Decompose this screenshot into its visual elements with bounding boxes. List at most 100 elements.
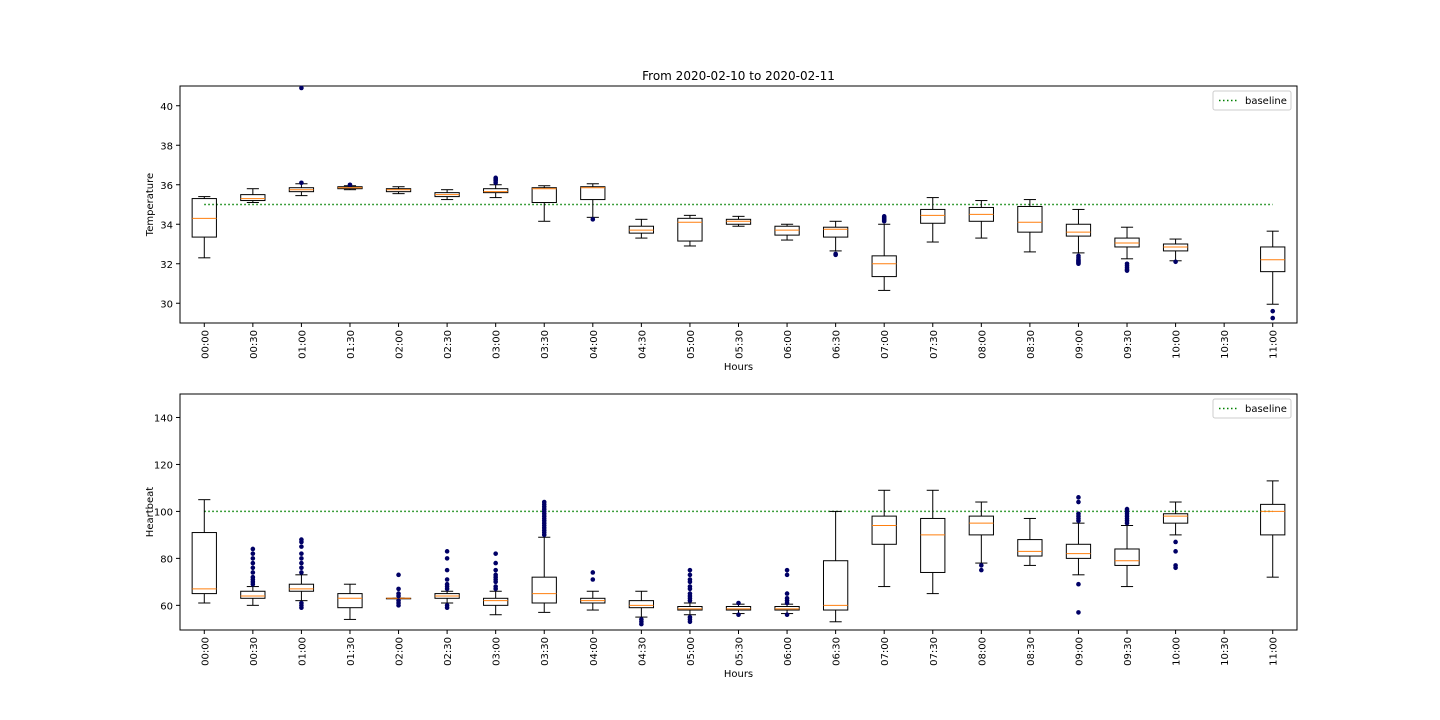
x-tick-label: 09:00 (1074, 637, 1085, 666)
outlier-point (444, 549, 450, 554)
box-19 (1114, 506, 1140, 588)
box-4 (385, 186, 412, 195)
legend-label: baseline (1245, 96, 1287, 107)
outlier-point (444, 567, 450, 573)
figure-title: From 2020-02-10 to 2020-02-11 (642, 69, 835, 83)
outlier-point (396, 598, 401, 603)
box-5 (434, 189, 460, 201)
outlier-point (250, 546, 256, 552)
box-rect (920, 208, 946, 224)
legend-label: baseline (1245, 404, 1287, 415)
outlier-point (250, 574, 256, 580)
box-rect (1260, 503, 1286, 536)
box-4 (385, 572, 412, 608)
box-rect (531, 576, 557, 604)
box-11 (725, 600, 752, 618)
outlier-point (1076, 511, 1081, 517)
outlier-point (444, 581, 450, 587)
outlier-point (687, 572, 693, 578)
box-rect (240, 590, 266, 599)
box-2 (288, 537, 315, 610)
x-tick-label: 06:00 (783, 637, 794, 666)
outlier-point (493, 560, 498, 566)
box-rect (1017, 205, 1043, 233)
x-tick-label: 10:00 (1172, 330, 1183, 359)
box-13 (822, 220, 849, 258)
outlier-point (784, 567, 790, 573)
outlier-point (736, 600, 741, 606)
x-tick-label: 09:30 (1123, 330, 1134, 359)
outlier-point (299, 544, 304, 549)
outlier-point (299, 556, 304, 561)
outlier-point (299, 537, 304, 542)
y-tick-label: 120 (154, 460, 173, 471)
outlier-point (396, 572, 401, 578)
outlier-point (299, 560, 304, 566)
outlier-point (396, 591, 401, 596)
box-rect (288, 583, 315, 592)
box-rect (871, 515, 897, 545)
temperature-chart: 30 32 34 36 38 40 00:00 00:30 01:00 01:30 02:00 02:… (145, 85, 1298, 373)
box-rect (968, 515, 994, 536)
y-axis-label: Heartbeat (145, 487, 156, 537)
x-tick-label: 01:00 (297, 330, 308, 359)
box-9 (628, 218, 655, 239)
x-tick-label: 09:00 (1074, 330, 1085, 359)
box-rect (1065, 223, 1092, 237)
outlier-point (493, 175, 498, 181)
outlier-point (299, 551, 304, 556)
box-10 (677, 567, 703, 625)
outlier-point (444, 577, 450, 582)
box-rect (1065, 543, 1092, 559)
x-tick-label: 05:00 (686, 330, 697, 359)
outlier-point (1124, 268, 1130, 273)
outlier-point (396, 586, 401, 592)
x-tick-label: 11:00 (1269, 637, 1280, 666)
outlier-point (1076, 581, 1081, 587)
box-rect (240, 194, 266, 202)
x-tick-label: 08:30 (1026, 637, 1037, 666)
outlier-point (1124, 506, 1130, 512)
x-tick-label: 03:00 (492, 330, 503, 359)
outlier-point (250, 556, 256, 561)
box-16 (968, 200, 994, 239)
box-17 (1017, 517, 1043, 566)
legend: baseline (1212, 398, 1292, 419)
y-tick-label: 80 (160, 554, 173, 565)
box-1 (240, 188, 266, 204)
x-tick-label: 02:00 (395, 330, 406, 359)
x-tick-label: 01:00 (297, 637, 308, 666)
x-tick-label: 04:30 (637, 330, 648, 359)
outlier-point (493, 551, 498, 556)
x-tick-label: 01:30 (346, 637, 357, 666)
outlier-point (444, 603, 450, 608)
outlier-point (493, 567, 498, 573)
legend: baseline (1212, 90, 1292, 111)
box-3 (337, 182, 363, 191)
outlier-point (299, 565, 304, 571)
outlier-point (784, 612, 790, 618)
box-rect (725, 606, 752, 611)
x-tick-label: 00:30 (249, 330, 260, 359)
x-tick-label: 07:30 (929, 330, 940, 359)
box-7 (531, 185, 557, 222)
box-rect (483, 188, 509, 194)
outlier-point (784, 595, 790, 601)
outlier-point (1076, 261, 1081, 267)
box-rect (337, 593, 363, 609)
outlier-point (1173, 563, 1178, 568)
box-6 (483, 551, 509, 616)
outlier-point (979, 567, 984, 573)
outlier-point (736, 612, 741, 618)
box-rect (191, 532, 217, 595)
y-tick-label: 30 (160, 299, 173, 310)
box-rect (531, 187, 557, 204)
box-13 (822, 510, 849, 623)
outlier-point (299, 570, 304, 575)
y-tick-label: 40 (160, 102, 173, 113)
x-tick-label: 07:00 (880, 330, 891, 359)
outlier-point (1173, 539, 1178, 545)
outlier-point (493, 572, 498, 578)
box-7 (531, 499, 557, 613)
box-rect (677, 217, 703, 242)
